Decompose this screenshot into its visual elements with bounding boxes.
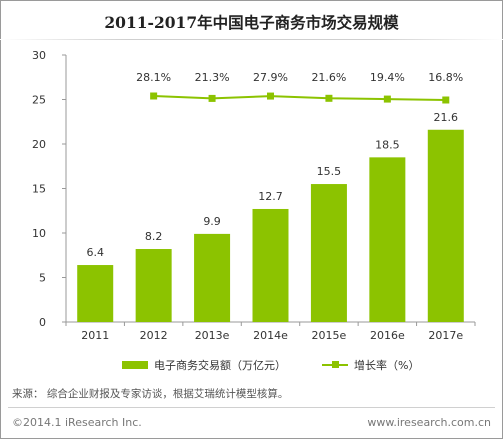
x-tick-label: 2017e	[428, 329, 463, 342]
bar-value-label: 18.5	[375, 138, 400, 151]
growth-rate-point	[267, 92, 274, 100]
growth-rate-point	[150, 92, 158, 100]
bar-value-label: 6.4	[86, 246, 104, 259]
bar	[427, 129, 464, 322]
growth-rate-line	[153, 95, 446, 101]
x-tick-label: 2013e	[195, 329, 230, 342]
y-tick-label: 10	[32, 227, 46, 240]
copyright-text: ©2014.1 iResearch Inc.	[12, 416, 142, 429]
x-tick-label: 2014e	[253, 329, 288, 342]
footer-divider	[8, 407, 495, 408]
y-tick-label: 25	[32, 94, 46, 107]
growth-rate-label: 27.9%	[253, 71, 288, 84]
bar-value-label: 8.2	[145, 230, 163, 243]
growth-rate-point	[208, 94, 216, 102]
growth-rate-point	[383, 95, 391, 103]
legend-swatch-bar	[122, 361, 148, 369]
growth-rate-label: 16.8%	[428, 71, 463, 84]
chart-title: 2011-2017年中国电子商务市场交易规模	[104, 13, 399, 32]
legend-item-bar: 电子商务交易额（万亿元）	[122, 357, 286, 373]
x-tick-label: 2016e	[370, 329, 405, 342]
y-tick-label: 0	[39, 316, 46, 329]
title-divider	[0, 39, 503, 40]
bar-value-label: 15.5	[317, 165, 342, 178]
bar	[77, 265, 114, 322]
bar	[369, 157, 406, 322]
legend-item-line: 增长率（%）	[322, 357, 419, 373]
bar	[135, 249, 172, 322]
bar-value-label: 9.9	[203, 215, 221, 228]
bar-value-label: 21.6	[434, 111, 459, 124]
legend-swatch-line	[322, 361, 348, 369]
growth-rate-label: 21.3%	[195, 71, 230, 84]
bar	[194, 233, 231, 322]
bar	[310, 184, 347, 322]
x-tick-label: 2015e	[312, 329, 347, 342]
y-tick-label: 5	[39, 272, 46, 285]
chart-legend: 电子商务交易额（万亿元） 增长率（%）	[0, 357, 503, 375]
growth-rate-label: 28.1%	[136, 71, 171, 84]
website-link[interactable]: www.iresearch.com.cn	[367, 416, 491, 429]
y-tick-label: 15	[32, 183, 46, 196]
y-tick-label: 30	[32, 49, 46, 62]
y-tick-label: 20	[32, 138, 46, 151]
legend-label-line: 增长率（%）	[354, 359, 420, 372]
x-tick-label: 2011	[81, 329, 109, 342]
source-note: 来源： 综合企业财报及专家访谈，根据艾瑞统计模型核算。	[12, 388, 289, 400]
growth-rate-label: 21.6%	[311, 71, 346, 84]
growth-rate-label: 19.4%	[370, 71, 405, 84]
bar	[252, 208, 289, 322]
growth-rate-point	[442, 96, 450, 104]
bar-value-label: 12.7	[258, 190, 283, 203]
legend-label-bar: 电子商务交易额（万亿元）	[154, 359, 286, 372]
growth-rate-point	[325, 94, 333, 102]
x-tick-label: 2012	[140, 329, 168, 342]
